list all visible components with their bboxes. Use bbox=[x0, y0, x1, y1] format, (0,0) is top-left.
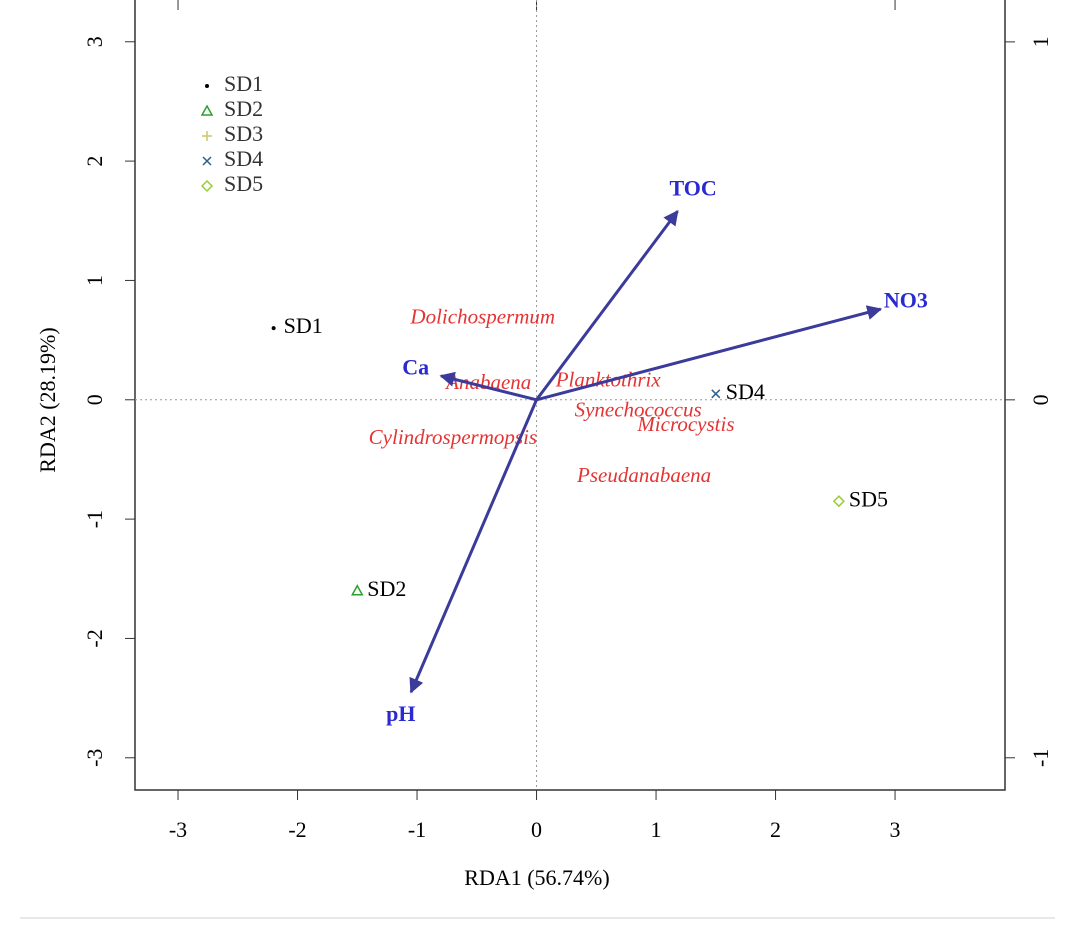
legend-label: SD3 bbox=[224, 121, 263, 146]
species-label: Pseudanabaena bbox=[576, 463, 711, 487]
species-label: Microcystis bbox=[636, 412, 734, 436]
env-arrow bbox=[439, 371, 537, 402]
site-point bbox=[271, 326, 276, 331]
legend-label: SD5 bbox=[224, 171, 263, 196]
env-label: NO3 bbox=[884, 287, 928, 312]
legend-marker bbox=[200, 104, 214, 116]
species-label: Synechococcus bbox=[575, 398, 702, 422]
y2-tick-label: 0 bbox=[1028, 394, 1053, 405]
y-tick-label: -2 bbox=[82, 629, 107, 647]
legend-marker bbox=[200, 179, 214, 193]
x-tick-label: -2 bbox=[288, 817, 306, 842]
env-arrow bbox=[409, 399, 538, 694]
y-tick-label: 1 bbox=[82, 275, 107, 286]
species-label: Anabaena bbox=[444, 370, 531, 394]
legend-label: SD2 bbox=[224, 96, 263, 121]
y-tick-label: 0 bbox=[82, 394, 107, 405]
site-point bbox=[351, 584, 364, 596]
site-point bbox=[711, 389, 721, 399]
legend-marker bbox=[202, 131, 212, 141]
site-label: SD5 bbox=[849, 486, 888, 511]
legend-marker bbox=[205, 84, 209, 88]
y-tick-label: 3 bbox=[82, 36, 107, 47]
y-tick-label: -1 bbox=[82, 510, 107, 528]
species-label: Cylindrospermopsis bbox=[369, 425, 537, 449]
x-tick-label: 2 bbox=[770, 817, 781, 842]
x-tick-label: -3 bbox=[169, 817, 187, 842]
env-label: TOC bbox=[669, 175, 716, 200]
legend-label: SD1 bbox=[224, 71, 263, 96]
env-arrow bbox=[536, 305, 883, 402]
site-label: SD1 bbox=[284, 313, 323, 338]
legend-marker bbox=[202, 156, 212, 166]
y-tick-label: 2 bbox=[82, 156, 107, 167]
x-tick-label: -1 bbox=[408, 817, 426, 842]
env-label: pH bbox=[386, 701, 415, 726]
x-tick-label: 1 bbox=[651, 817, 662, 842]
site-label: SD4 bbox=[726, 379, 765, 404]
env-arrow bbox=[535, 210, 679, 401]
site-label: SD2 bbox=[367, 576, 406, 601]
x-axis-title: RDA1 (56.74%) bbox=[464, 865, 609, 890]
site-point bbox=[832, 495, 845, 508]
env-label: Ca bbox=[402, 355, 429, 380]
species-label: Dolichospermum bbox=[409, 304, 555, 328]
y2-tick-label: 1 bbox=[1028, 36, 1053, 47]
y-tick-label: -3 bbox=[82, 749, 107, 767]
legend-label: SD4 bbox=[224, 146, 263, 171]
x-tick-label: 3 bbox=[890, 817, 901, 842]
plot-frame bbox=[134, 0, 1006, 791]
y2-tick-label: -1 bbox=[1028, 749, 1053, 767]
x-tick-label: 0 bbox=[531, 817, 542, 842]
y-axis-title: RDA2 (28.19%) bbox=[35, 327, 60, 472]
